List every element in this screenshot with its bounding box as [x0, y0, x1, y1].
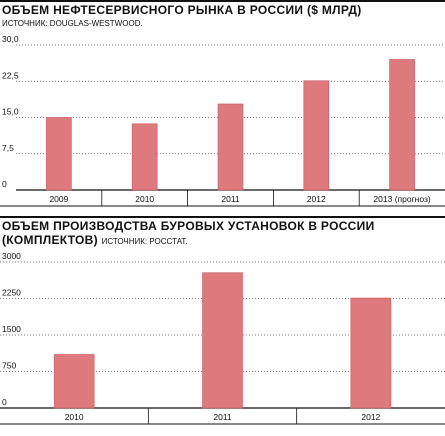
- chart1-category-label: 2010: [135, 194, 154, 204]
- chart1-category-label: 2012: [307, 194, 326, 204]
- chart1-category-label: 2009: [49, 194, 68, 204]
- chart2-title-text-line2: (КОМПЛЕКТОВ): [2, 233, 98, 247]
- chart2-title-line2: (КОМПЛЕКТОВ) ИСТОЧНИК: РОССТАТ.: [2, 233, 188, 249]
- chart1-ytick-label: 22,5: [2, 70, 19, 80]
- chart2-plot: 0 750 1500 2250 3000 2010 2011 2012: [0, 251, 445, 425]
- chart2-ytick-label: 750: [2, 361, 16, 371]
- chart1-bar: [131, 123, 158, 191]
- chart2-ytick-label: 3000: [2, 251, 21, 261]
- chart1-bar: [217, 103, 244, 191]
- chart1-category-label: 2013 (прогноз): [373, 194, 430, 204]
- chart1-source: ИСТОЧНИК: DOUGLAS-WESTWOOD.: [2, 19, 143, 28]
- chart1-bar: [46, 117, 72, 191]
- chart2-title-text: ОБЪЕМ ПРОИЗВОДСТВА БУРОВЫХ УСТАНОВОК В Р…: [2, 219, 375, 233]
- chart1-bar: [389, 59, 415, 191]
- chart1-ytick-label: 7,5: [2, 143, 14, 153]
- chart2-category-label: 2012: [361, 412, 380, 422]
- chart2-category-label: 2011: [213, 412, 232, 422]
- chart2-ytick-label: 0: [2, 397, 7, 407]
- chart2-top-rule: [0, 216, 445, 218]
- chart2-ytick-label: 2250: [2, 288, 21, 298]
- chart1-ytick-label: 0: [2, 179, 7, 189]
- chart2-source: ИСТОЧНИК: РОССТАТ.: [101, 237, 188, 246]
- chart1-ytick-label: 30,0: [2, 34, 19, 44]
- chart2-bar: [202, 272, 243, 409]
- chart1-title: ОБЪЕМ НЕФТЕСЕРВИСНОГО РЫНКА В РОССИИ ($ …: [2, 3, 362, 17]
- chart2-bar: [350, 297, 392, 409]
- chart1-top-rule: [0, 0, 445, 2]
- chart1-plot: 0 7,5 15,0 22,5 30,0 2009 2010 2011 2012 2013 (пр…: [0, 34, 445, 207]
- chart1-category-label: 2011: [221, 194, 240, 204]
- chart2-ytick-label: 1500: [2, 324, 21, 334]
- chart1-title-text: ОБЪЕМ НЕФТЕСЕРВИСНОГО РЫНКА В РОССИИ ($ …: [2, 3, 362, 17]
- chart2-category-label: 2010: [65, 412, 84, 422]
- chart1-bar: [303, 80, 330, 191]
- chart2-bar: [53, 354, 95, 409]
- chart2-title: ОБЪЕМ ПРОИЗВОДСТВА БУРОВЫХ УСТАНОВОК В Р…: [2, 219, 375, 233]
- chart1-ytick-label: 15,0: [2, 107, 19, 117]
